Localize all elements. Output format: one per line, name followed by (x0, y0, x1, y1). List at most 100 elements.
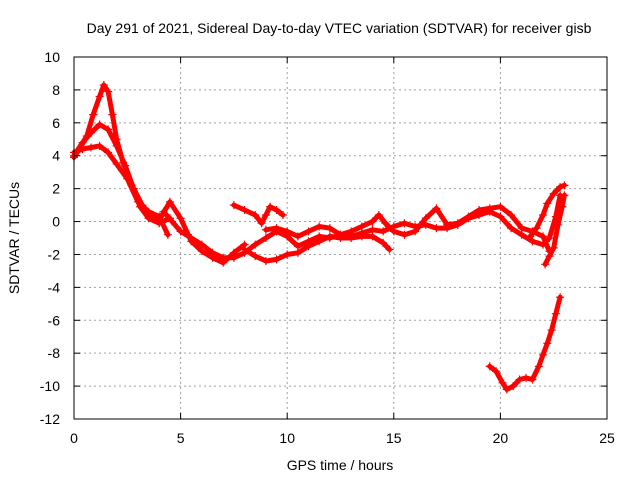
data-point (95, 141, 104, 150)
data-point (551, 309, 560, 318)
x-tick-label: 15 (386, 430, 402, 446)
data-point (549, 189, 558, 198)
data-point (315, 222, 324, 231)
data-point (556, 293, 565, 302)
data-point (197, 240, 206, 249)
series-track-9 (526, 181, 569, 241)
y-axis-title: SDTVAR / TECUs (6, 182, 22, 294)
data-point (272, 224, 281, 233)
data-point (368, 217, 377, 226)
y-tick-label: -2 (48, 246, 61, 262)
y-tick-label: -4 (48, 279, 61, 295)
data-point (261, 257, 270, 266)
data-point (496, 202, 505, 211)
y-tick-label: 2 (52, 181, 60, 197)
data-point (432, 204, 441, 213)
y-tick-labels: -12 -10 -8 -6 -4 -2 0 2 4 6 8 10 (40, 49, 60, 427)
data-point (208, 248, 217, 257)
x-tick-label: 20 (493, 430, 509, 446)
data-point (293, 232, 302, 241)
data-point (251, 240, 260, 249)
data-point (187, 234, 196, 242)
x-tick-labels: 0 5 10 15 20 25 (70, 430, 615, 446)
data-point (547, 326, 556, 335)
data-point (261, 234, 270, 242)
data-point (257, 219, 266, 228)
plot-frame (73, 56, 608, 420)
data-point (545, 252, 554, 261)
data-point (507, 224, 516, 233)
data-point (304, 227, 313, 236)
data-point (432, 224, 441, 233)
x-tick-label: 5 (177, 430, 185, 446)
y-tick-label: 6 (52, 115, 60, 131)
data-point (112, 141, 121, 150)
data-point (176, 227, 185, 236)
data-point (485, 362, 494, 371)
data-point (159, 207, 168, 216)
x-axis-title: GPS time / hours (287, 457, 394, 473)
data-point (251, 252, 260, 261)
series-line (161, 192, 563, 261)
data-point (553, 220, 562, 229)
data-point (492, 367, 501, 376)
series-line (487, 294, 563, 392)
data-point (507, 210, 516, 219)
series-track-3 (70, 141, 172, 239)
data-point (560, 191, 569, 200)
data-point (381, 219, 390, 228)
data-point (385, 245, 394, 254)
y-tick-label: 10 (44, 49, 60, 65)
data-point (272, 255, 281, 264)
data-point (78, 145, 87, 154)
data-point (108, 110, 117, 119)
data-point (400, 230, 409, 239)
data-point (498, 378, 507, 387)
data-point (251, 210, 260, 219)
data-point (293, 248, 302, 257)
data-point (266, 202, 275, 211)
y-tick-label: -8 (48, 345, 61, 361)
data-point (521, 373, 530, 382)
data-point (112, 159, 121, 168)
data-point (261, 210, 270, 219)
data-point (357, 232, 366, 241)
data-point (543, 199, 552, 208)
data-point (240, 206, 249, 215)
data-point (368, 232, 377, 241)
data-point (133, 197, 142, 206)
data-point (543, 339, 552, 348)
data-point (155, 212, 164, 221)
data-point (528, 237, 537, 246)
y-tick-label: -10 (40, 378, 60, 394)
data-point (485, 204, 494, 213)
data-point (229, 201, 238, 210)
data-point (261, 225, 270, 234)
data-point (176, 214, 185, 223)
data-point (539, 232, 548, 241)
data-point (283, 227, 292, 236)
series-track-8 (485, 293, 565, 394)
y-tick-label: -6 (48, 312, 61, 328)
y-tick-label: -12 (40, 411, 60, 427)
data-point (443, 220, 452, 229)
data-point (509, 382, 518, 391)
data-point (278, 210, 287, 219)
data-point (526, 232, 535, 241)
data-point (123, 174, 132, 183)
data-point (304, 242, 313, 251)
data-point (558, 202, 567, 211)
data-point (325, 232, 334, 241)
data-point (541, 260, 550, 269)
data-point (496, 212, 505, 221)
data-point (379, 227, 388, 236)
data-point (315, 237, 324, 246)
data-point (421, 214, 430, 223)
data-point (272, 206, 281, 215)
data-point (549, 243, 558, 252)
y-tick-label: 4 (52, 148, 60, 164)
y-tick-label: 0 (52, 214, 60, 230)
data-point (532, 224, 541, 233)
data-point (528, 375, 537, 384)
data-point (411, 227, 420, 236)
